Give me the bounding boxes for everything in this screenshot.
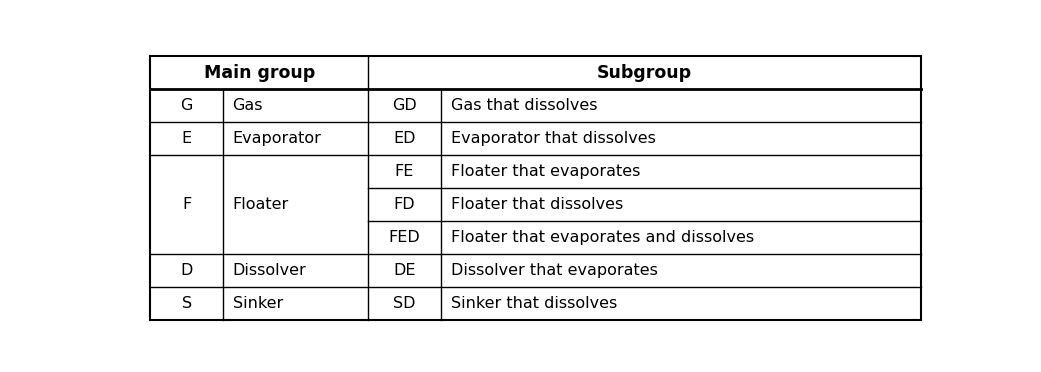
Text: Floater that evaporates and dissolves: Floater that evaporates and dissolves	[451, 230, 755, 245]
Text: Evaporator that dissolves: Evaporator that dissolves	[451, 131, 656, 146]
Text: FD: FD	[393, 197, 415, 212]
Text: G: G	[180, 98, 193, 113]
Text: S: S	[181, 296, 192, 311]
Text: ED: ED	[393, 131, 415, 146]
Text: FED: FED	[388, 230, 421, 245]
Text: Floater that evaporates: Floater that evaporates	[451, 164, 640, 179]
Text: Floater that dissolves: Floater that dissolves	[451, 197, 624, 212]
Text: F: F	[182, 197, 192, 212]
Text: DE: DE	[393, 263, 415, 278]
Text: Gas that dissolves: Gas that dissolves	[451, 98, 598, 113]
Text: SD: SD	[393, 296, 415, 311]
Text: Evaporator: Evaporator	[232, 131, 322, 146]
Text: GD: GD	[392, 98, 416, 113]
Text: Gas: Gas	[232, 98, 263, 113]
Text: Dissolver that evaporates: Dissolver that evaporates	[451, 263, 658, 278]
Text: E: E	[181, 131, 192, 146]
Text: Sinker that dissolves: Sinker that dissolves	[451, 296, 617, 311]
Text: Dissolver: Dissolver	[232, 263, 306, 278]
Text: FE: FE	[395, 164, 414, 179]
Text: Main group: Main group	[204, 64, 314, 81]
Text: Subgroup: Subgroup	[596, 64, 692, 81]
Text: D: D	[180, 263, 193, 278]
Text: Floater: Floater	[232, 197, 288, 212]
Text: Sinker: Sinker	[232, 296, 283, 311]
